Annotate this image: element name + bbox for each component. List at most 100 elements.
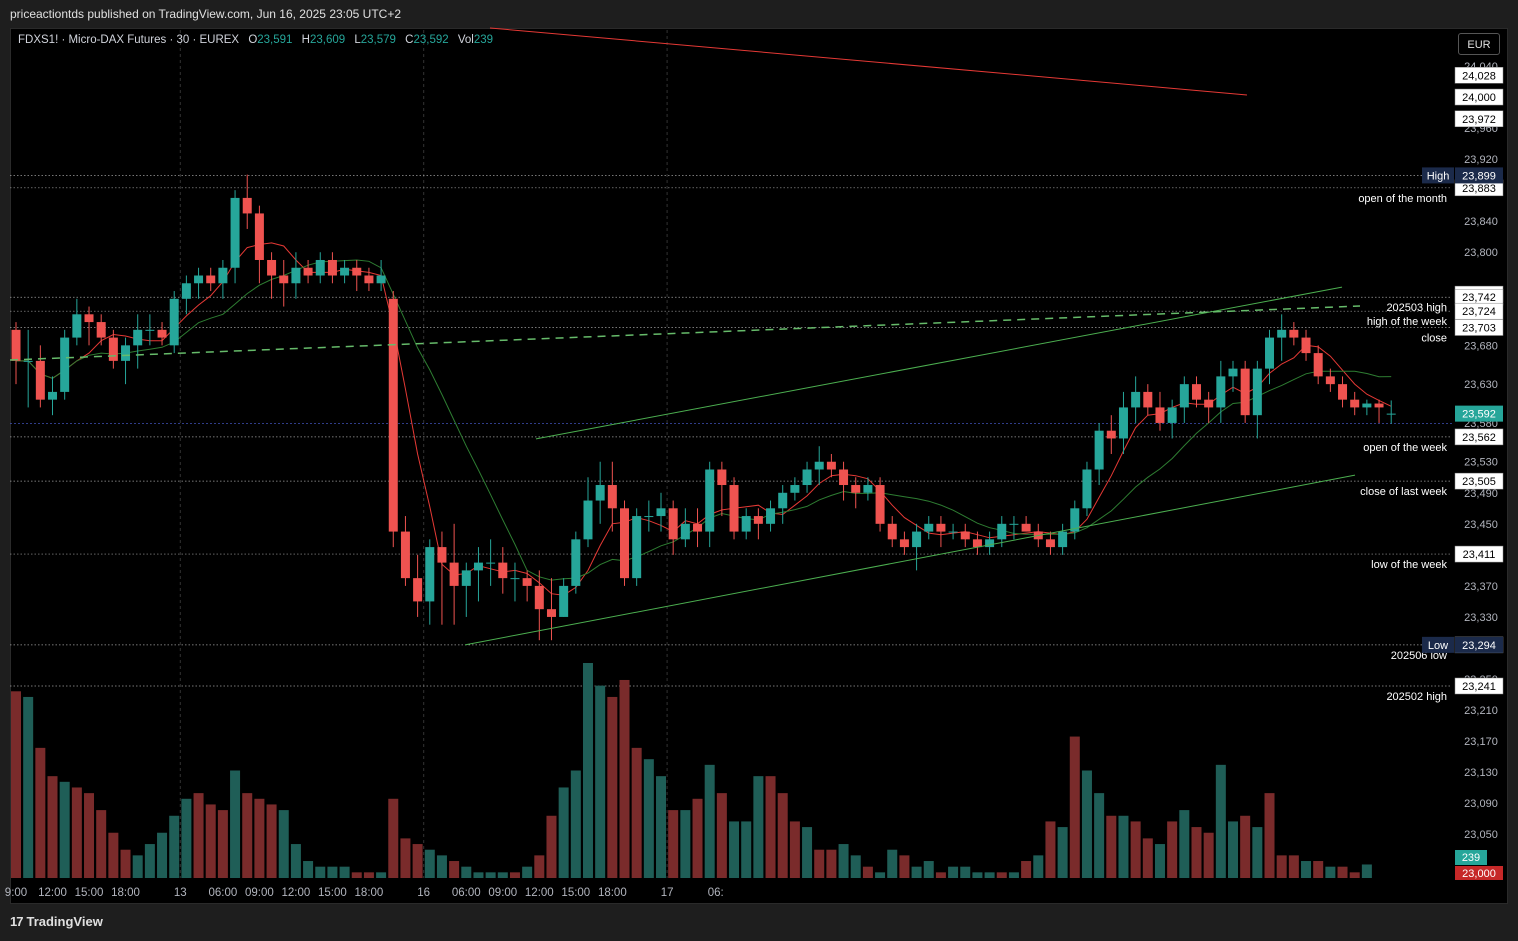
volume-label: Vol: [457, 34, 474, 46]
x-tick-label: 06:00: [452, 887, 481, 899]
volume-bar: [47, 776, 58, 878]
high-value: 23,609: [309, 34, 346, 46]
volume-bar: [1069, 736, 1080, 878]
volume-bar: [388, 798, 399, 878]
volume-bar: [230, 770, 241, 878]
candle-body: [1362, 403, 1372, 408]
price-label: 23,703: [1462, 322, 1496, 334]
dashed-trendline: [9, 305, 1361, 361]
volume-bar: [862, 866, 873, 878]
price-label-box: [1454, 428, 1504, 446]
volume-bar: [546, 815, 557, 878]
volume-bar: [205, 804, 216, 878]
volume-bar: [278, 810, 289, 878]
price-label: 24,028: [1462, 70, 1496, 82]
volume-bar: [960, 866, 971, 878]
candle-body: [607, 485, 617, 509]
volume-bar: [850, 855, 861, 878]
tradingview-logo-icon: 17: [10, 914, 24, 929]
volume-bar: [1118, 815, 1129, 878]
candle-body: [899, 539, 909, 548]
x-tick-label: 18:00: [355, 887, 384, 899]
volume-bar: [1301, 861, 1312, 878]
candle-body: [826, 461, 836, 470]
y-tick-label: 23,050: [1464, 829, 1498, 841]
low-label: L: [354, 34, 361, 46]
volume-bar: [534, 855, 545, 878]
volume-bar: [1106, 815, 1117, 878]
brand-label: TradingView: [26, 914, 103, 929]
y-tick-label: 23,210: [1464, 705, 1498, 717]
volume-bar: [838, 844, 849, 878]
candle-body: [546, 609, 556, 617]
price-label: 24,000: [1462, 92, 1496, 104]
volume-bar: [339, 866, 350, 878]
sma-fast-line: [16, 242, 1392, 596]
candle-body: [242, 197, 252, 214]
volume-bar: [315, 866, 326, 878]
candle-body: [972, 539, 982, 548]
candle-body: [498, 562, 508, 579]
candle-body: [997, 523, 1007, 540]
volume-bar: [461, 866, 472, 878]
volume-bar: [741, 821, 752, 878]
trendline-lower: [464, 474, 1356, 646]
y-tick-label: 23,840: [1464, 216, 1498, 228]
y-tick-label: 23,680: [1464, 340, 1498, 352]
high-label: H: [301, 34, 310, 46]
candle-body: [327, 259, 337, 276]
volume-bar: [716, 793, 727, 878]
currency-button[interactable]: EUR: [1458, 33, 1500, 55]
x-tick-label: 15:00: [318, 887, 347, 899]
volume-bar: [984, 872, 995, 878]
volume-bar: [935, 872, 946, 878]
candle-body: [303, 267, 313, 276]
volume-bar: [181, 798, 192, 878]
volume-bar: [814, 849, 825, 878]
candle-body: [1021, 523, 1031, 532]
candle-body: [388, 298, 398, 532]
volume-bar: [1167, 821, 1178, 878]
price-label-box: [1454, 110, 1504, 128]
candle-body: [1179, 384, 1189, 408]
high-tag-label: High: [1427, 170, 1450, 182]
candle-body: [1277, 329, 1287, 338]
candle-body: [413, 578, 423, 602]
candle-body: [1338, 384, 1348, 400]
price-label-box: [1454, 677, 1504, 695]
volume-bar: [1228, 821, 1238, 878]
candle-body: [583, 500, 593, 540]
candle-body: [1045, 539, 1055, 548]
volume-last-label: 239: [1462, 852, 1480, 864]
price-label-box: [1454, 88, 1504, 106]
price-label: 23,411: [1463, 549, 1496, 561]
price-label-box: [1454, 319, 1504, 336]
candle-body: [486, 562, 496, 564]
price-label: 23,883: [1462, 183, 1496, 195]
high-value-label: 23,899: [1462, 170, 1496, 182]
volume-bar: [1240, 815, 1251, 878]
y-tick-label: 23,800: [1464, 247, 1498, 259]
volume-bar: [473, 872, 484, 878]
volume-bar: [595, 685, 606, 878]
candle-body: [1082, 469, 1092, 509]
price-label-box: [1454, 302, 1504, 320]
volume-bar: [972, 872, 983, 878]
candle-body: [1289, 329, 1299, 338]
level-label: 202502 high: [1386, 691, 1447, 703]
candle-body: [644, 516, 654, 518]
price-label: 23,742: [1462, 292, 1496, 304]
low-tag-label: Low: [1428, 640, 1448, 652]
chart-frame[interactable]: [10, 28, 1508, 904]
volume-bar: [35, 747, 46, 878]
volume-bar: [923, 861, 934, 878]
close-label: C: [405, 34, 414, 46]
volume-bar: [1276, 855, 1287, 878]
volume-bar: [449, 861, 460, 878]
volume-bar: [1021, 861, 1032, 878]
candle-body: [924, 523, 934, 532]
tradingview-brand[interactable]: 17 TradingView: [10, 914, 103, 929]
candle-body: [766, 508, 776, 524]
y-tick-label: 23,920: [1464, 154, 1498, 166]
